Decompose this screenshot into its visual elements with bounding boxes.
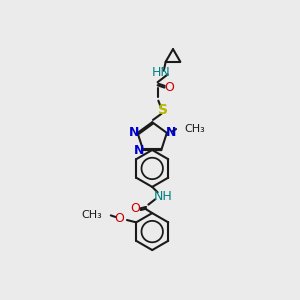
Text: N: N — [134, 144, 145, 158]
Text: O: O — [164, 81, 174, 94]
Text: NH: NH — [154, 190, 172, 203]
Text: S: S — [158, 103, 168, 117]
Text: N: N — [128, 126, 139, 139]
Text: O: O — [130, 202, 140, 215]
Text: N: N — [166, 126, 176, 139]
Text: HN: HN — [152, 67, 171, 80]
Text: CH₃: CH₃ — [82, 210, 102, 220]
Text: O: O — [114, 212, 124, 225]
Text: CH₃: CH₃ — [184, 124, 205, 134]
